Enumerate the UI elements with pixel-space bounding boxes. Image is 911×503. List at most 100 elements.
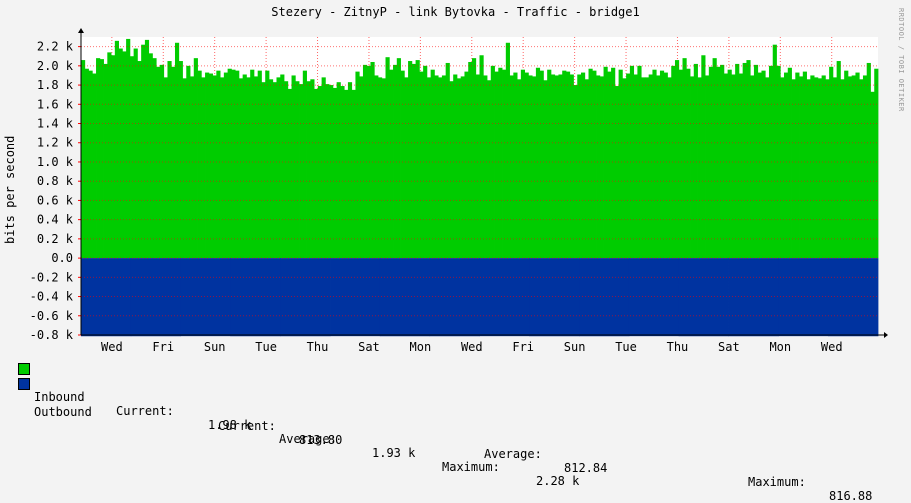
inbound-bar: [644, 77, 650, 259]
inbound-bar: [381, 78, 386, 259]
inbound-bar: [295, 81, 300, 259]
inbound-bar: [817, 78, 823, 259]
inbound-average-value: 1.93 k: [372, 446, 416, 460]
outbound-swatch: [18, 378, 30, 390]
inbound-bar: [814, 77, 819, 259]
x-tick-label: Fri: [152, 340, 174, 354]
x-tick-label: Mon: [410, 340, 432, 354]
inbound-bar: [502, 69, 507, 259]
inbound-bar: [156, 66, 161, 259]
inbound-bar: [107, 52, 112, 259]
inbound-bar: [659, 70, 665, 259]
outbound-bar: [678, 258, 729, 337]
inbound-bar: [396, 58, 401, 259]
inbound-bar: [242, 74, 247, 259]
inbound-bar: [840, 79, 845, 259]
inbound-maximum-label: Maximum:: [442, 460, 500, 474]
inbound-bar: [434, 75, 439, 259]
inbound-bar: [505, 42, 510, 259]
inbound-bar: [520, 69, 526, 259]
outbound-label: Outbound: [34, 405, 92, 419]
inbound-bar: [171, 66, 176, 259]
inbound-bar: [389, 69, 394, 259]
y-tick-label: 0.6 k: [37, 193, 74, 207]
inbound-bar: [596, 75, 601, 259]
inbound-bar: [114, 40, 119, 259]
outbound-bar: [728, 258, 779, 337]
inbound-bar: [678, 69, 683, 259]
inbound-bar: [393, 64, 398, 259]
inbound-bar: [314, 88, 319, 259]
inbound-bar: [866, 62, 871, 259]
inbound-bar: [317, 86, 323, 259]
inbound-bar: [535, 67, 541, 259]
inbound-bar: [806, 79, 811, 259]
inbound-bar: [663, 72, 668, 259]
outbound-bar: [330, 258, 381, 337]
inbound-bar: [193, 58, 198, 259]
outbound-average-label: Average:: [484, 447, 542, 461]
inbound-bar: [178, 61, 183, 259]
inbound-bar: [111, 55, 116, 259]
inbound-bar: [697, 77, 702, 259]
inbound-bar: [280, 74, 285, 259]
inbound-bar: [344, 89, 349, 259]
legend-inbound-row: Inbound Current: 1.98 k Average: 1.93 k …: [18, 362, 579, 488]
inbound-bar: [332, 87, 338, 259]
inbound-bar: [569, 74, 574, 259]
inbound-bar: [731, 74, 736, 259]
outbound-bar: [778, 258, 829, 337]
outbound-bar: [529, 258, 580, 337]
outbound-bar: [130, 258, 182, 337]
inbound-bar: [205, 72, 210, 259]
inbound-bar: [460, 76, 465, 259]
outbound-current-label: Current:: [218, 419, 276, 433]
y-tick-label: -0.6 k: [30, 309, 74, 323]
inbound-bar: [847, 76, 853, 259]
inbound-bar: [558, 74, 563, 259]
inbound-bar: [302, 70, 307, 259]
y-tick-label: 2.0 k: [37, 59, 74, 73]
y-tick-label: 0.0: [51, 251, 73, 265]
inbound-bar: [118, 48, 123, 259]
x-tick-label: Sat: [358, 340, 380, 354]
y-tick-label: 1.8 k: [37, 78, 74, 92]
inbound-bar: [449, 81, 454, 259]
inbound-bar: [182, 78, 187, 259]
inbound-bar: [355, 71, 360, 259]
x-tick-label: Sun: [204, 340, 226, 354]
inbound-bar: [851, 75, 856, 259]
x-tick-label: Wed: [101, 340, 123, 354]
inbound-bar: [336, 82, 341, 259]
outbound-bar: [81, 258, 132, 337]
inbound-swatch: [18, 363, 30, 375]
inbound-bar: [423, 65, 428, 259]
outbound-maximum-value: 816.88: [829, 489, 873, 503]
watermark: RRDTOOL / TOBI OETIKER: [897, 8, 905, 112]
inbound-bar: [622, 78, 627, 259]
inbound-bar: [329, 85, 334, 259]
inbound-bar: [652, 69, 657, 259]
outbound-bar: [479, 258, 530, 337]
y-axis-arrow: [78, 28, 84, 33]
inbound-bar: [167, 61, 172, 259]
inbound-bar: [220, 77, 225, 259]
inbound-bar: [483, 75, 488, 259]
inbound-bar: [761, 70, 766, 259]
inbound-bar: [408, 61, 413, 259]
inbound-bar: [633, 74, 638, 259]
inbound-bar: [487, 80, 492, 259]
inbound-bar: [784, 72, 789, 259]
inbound-bar: [547, 69, 552, 259]
inbound-bar: [836, 61, 841, 259]
outbound-bar: [379, 258, 431, 337]
inbound-bar: [795, 72, 800, 259]
x-tick-label: Fri: [512, 340, 534, 354]
inbound-bar: [464, 71, 469, 259]
x-tick-label: Sat: [718, 340, 740, 354]
inbound-bar: [844, 70, 849, 259]
inbound-bar: [268, 79, 274, 259]
x-tick-label: Mon: [769, 340, 791, 354]
x-tick-label: Thu: [307, 340, 329, 354]
inbound-bar: [347, 82, 353, 259]
